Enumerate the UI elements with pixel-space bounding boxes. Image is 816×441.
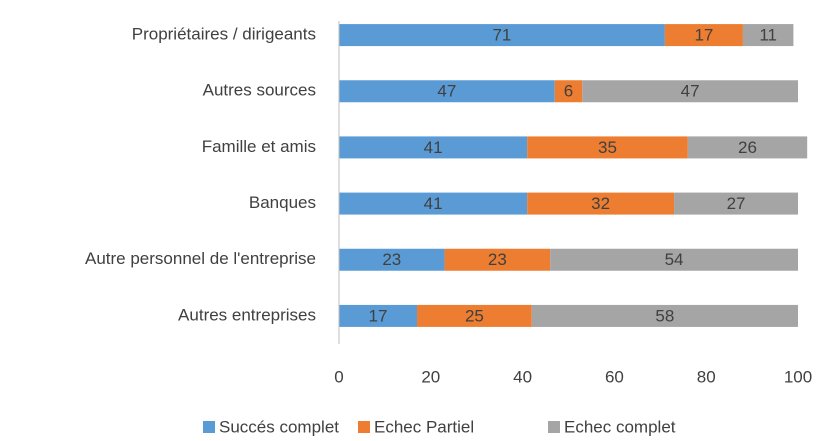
legend-swatch [203,421,215,433]
data-label: 71 [492,26,511,45]
bar-segment [339,24,665,47]
data-label: 17 [369,306,388,325]
bar-segment [339,136,528,159]
data-label: 47 [437,82,456,101]
x-tick-label: 40 [513,367,532,386]
y-tick-label: Autres entreprises [178,305,316,324]
bar-segment [339,192,528,215]
bar-segment [527,136,688,159]
bar-segment [417,304,532,327]
bar-segment [444,248,551,271]
y-tick-label: Autre personnel de l'entreprise [85,249,316,268]
legend-label: Echec complet [564,417,676,436]
bar-segment [554,80,583,103]
bar-segment [742,24,794,47]
data-label: 23 [382,250,401,269]
x-tick-label: 100 [784,367,812,386]
data-label: 58 [655,306,674,325]
bar-segment [339,304,418,327]
legend-label: Succés complet [219,417,339,436]
bar-segment [674,192,798,215]
data-label: 32 [591,194,610,213]
bar-segment [339,248,445,271]
data-label: 41 [424,138,443,157]
data-label: 47 [681,82,700,101]
data-label: 23 [488,250,507,269]
y-tick-label: Autres sources [203,81,316,100]
data-label: 27 [727,194,746,213]
x-tick-label: 0 [334,367,343,386]
data-label: 35 [598,138,617,157]
y-tick-label: Banques [249,193,316,212]
data-label: 6 [564,82,573,101]
legend-swatch [548,421,560,433]
data-label: 54 [665,250,684,269]
y-tick-label: Propriétaires / dirigeants [132,25,316,44]
bar-segment [687,136,808,159]
data-label: 11 [759,26,777,45]
data-label: 25 [465,306,484,325]
y-tick-label: Famille et amis [202,137,316,156]
bar-segment [550,248,798,271]
data-label: 17 [694,26,713,45]
data-label: 41 [424,194,443,213]
bar-segment [527,192,675,215]
bar-segment [664,24,743,47]
data-label: 26 [738,138,757,157]
x-tick-label: 60 [605,367,624,386]
bar-segment [531,304,798,327]
bar-segment [582,80,798,103]
x-tick-label: 20 [421,367,440,386]
bar-segment [339,80,555,103]
x-tick-label: 80 [697,367,716,386]
legend-swatch [358,421,370,433]
legend-label: Echec Partiel [374,417,474,436]
